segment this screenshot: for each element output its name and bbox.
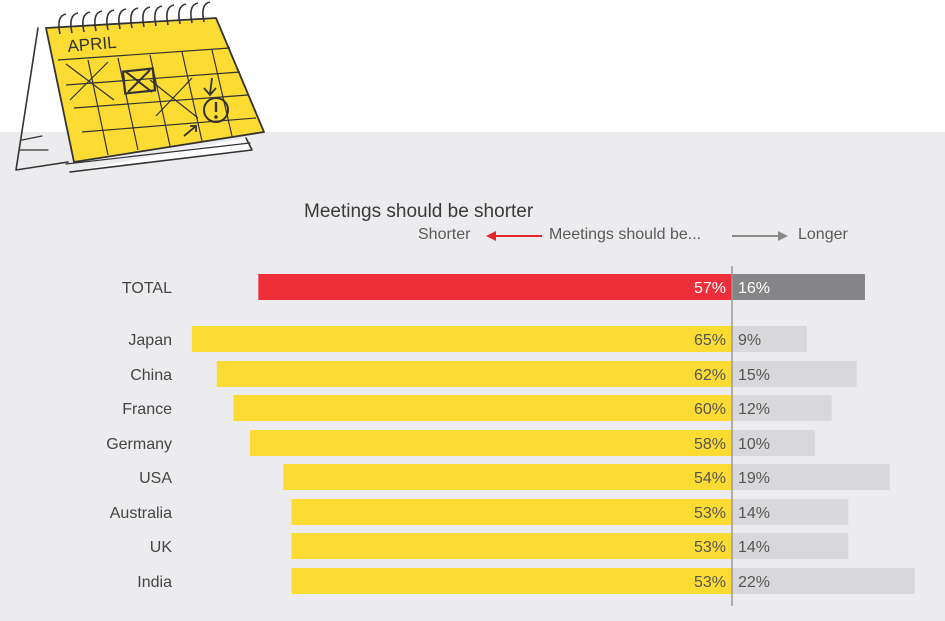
category-label-china: China [130,367,172,384]
bar-shorter-india [291,568,732,594]
value-label-shorter-france: 60% [694,401,726,418]
value-label-shorter-uk: 53% [694,539,726,556]
value-label-shorter-total: 57% [694,280,726,297]
calendar-month-label: APRIL [67,33,118,56]
category-label-usa: USA [139,470,172,487]
bar-longer-australia [732,499,849,525]
bar-longer-uk [732,533,849,559]
bar-shorter-japan [191,326,733,352]
value-label-longer-total: 16% [738,280,770,297]
value-label-longer-usa: 19% [738,470,770,487]
value-label-longer-china: 15% [738,367,770,384]
bar-longer-usa [732,464,890,490]
bar-shorter-uk [291,533,732,559]
category-label-france: France [122,401,172,418]
shorter-arrow-icon [486,231,542,241]
category-label-germany: Germany [106,436,172,453]
value-label-shorter-germany: 58% [694,436,726,453]
value-label-longer-uk: 14% [738,539,770,556]
category-label-uk: UK [150,539,173,556]
category-label-australia: Australia [110,505,172,522]
value-label-shorter-japan: 65% [694,332,726,349]
bar-shorter-france [233,395,732,421]
chart-title: Meetings should be shorter [304,201,534,222]
value-label-shorter-australia: 53% [694,505,726,522]
value-label-longer-india: 22% [738,574,770,591]
legend-middle-label: Meetings should be... [549,226,702,243]
value-label-shorter-china: 62% [694,367,726,384]
value-label-longer-france: 12% [738,401,770,418]
bar-longer-germany [732,430,816,456]
value-label-longer-germany: 10% [738,436,770,453]
value-label-shorter-usa: 54% [694,470,726,487]
bar-shorter-usa [283,464,732,490]
category-label-total: TOTAL [122,280,172,297]
value-label-longer-japan: 9% [738,332,761,349]
value-label-longer-australia: 14% [738,505,770,522]
longer-arrow-icon [732,231,788,241]
legend-longer-label: Longer [798,226,848,243]
bar-longer-china [732,361,857,387]
bar-shorter-germany [250,430,732,456]
bar-longer-india [732,568,915,594]
calendar-icon: APRIL [15,1,265,173]
value-label-shorter-india: 53% [694,574,726,591]
category-label-japan: Japan [128,332,172,349]
bar-shorter-china [216,361,732,387]
bar-longer-france [732,395,832,421]
chart-legend: Shorter Meetings should be... Longer [0,226,945,246]
bar-shorter-total [258,274,732,300]
category-label-india: India [137,574,172,591]
bar-longer-japan [732,326,807,352]
legend-shorter-label: Shorter [418,226,471,243]
bar-shorter-australia [291,499,732,525]
bar-longer-total [732,274,865,300]
